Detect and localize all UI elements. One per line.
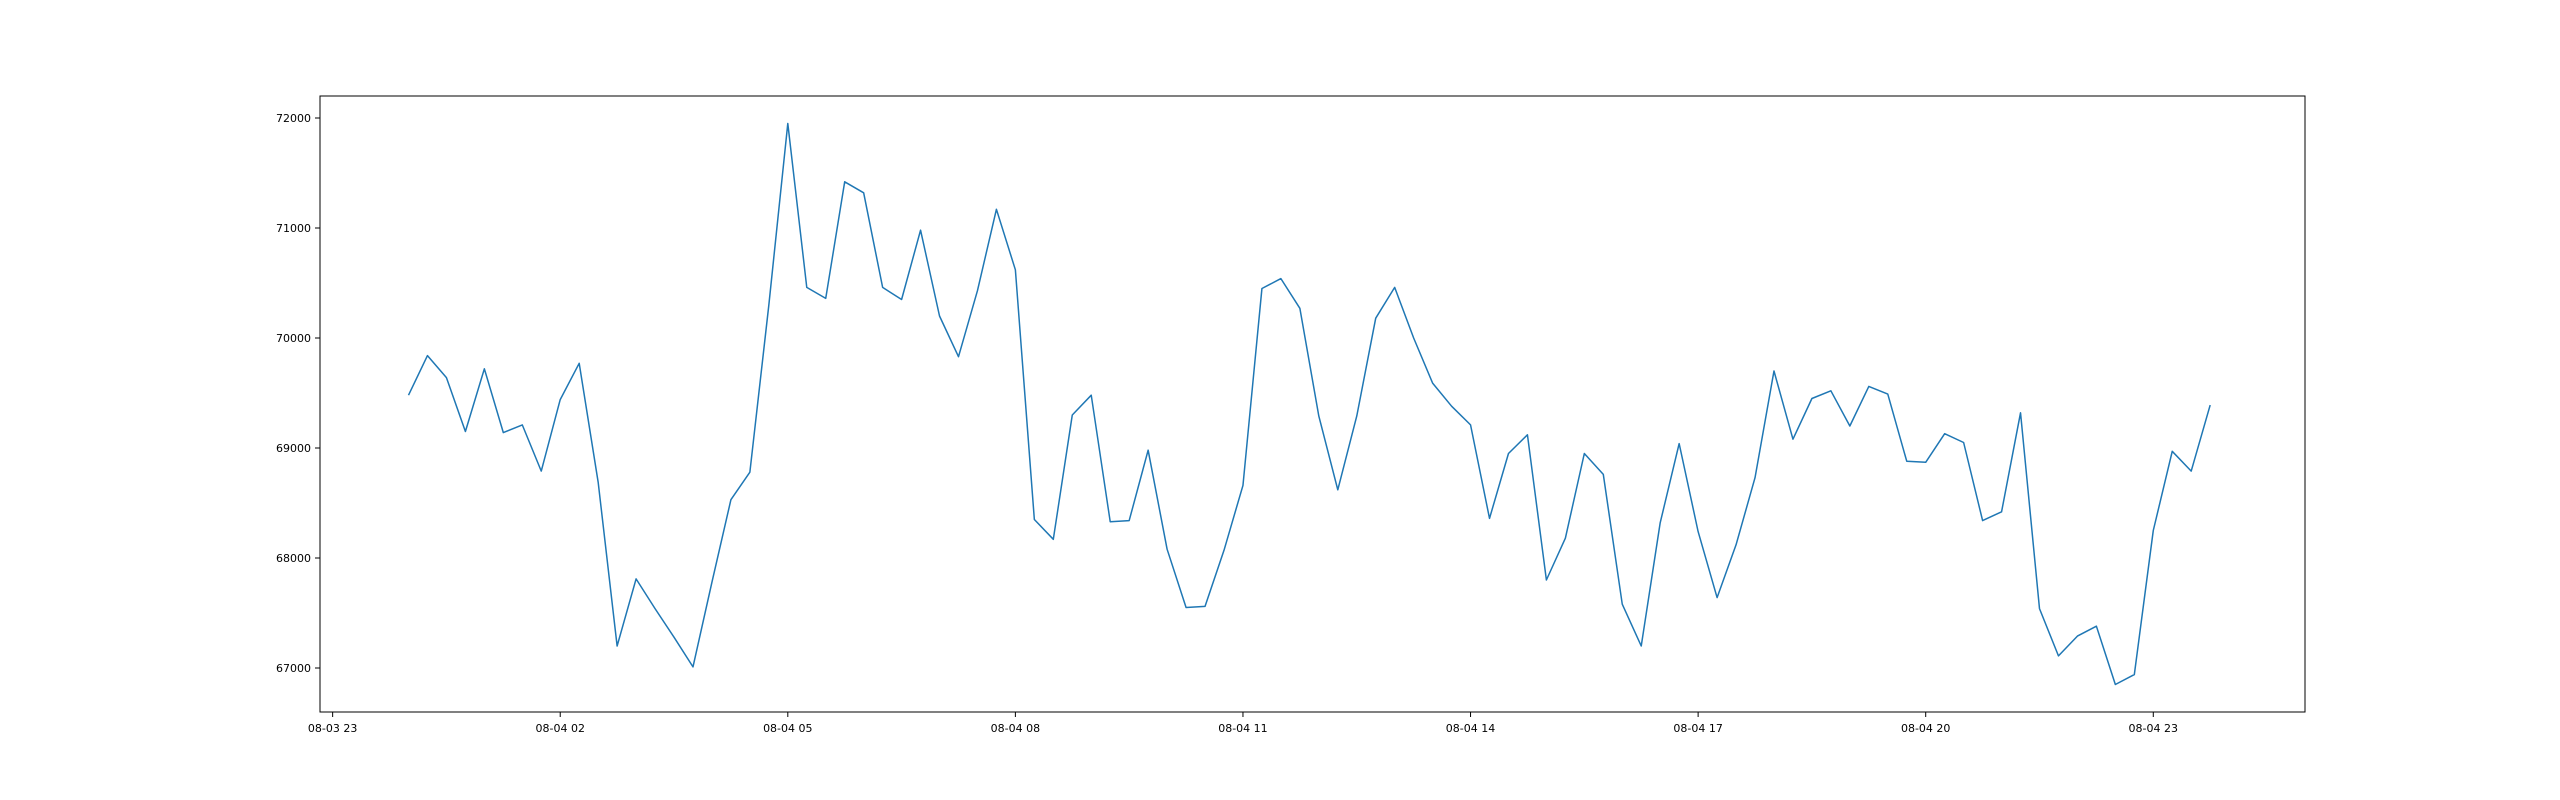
x-tick-label: 08-04 23	[2129, 722, 2178, 735]
y-tick-label: 70000	[276, 332, 311, 345]
x-tick-label: 08-04 14	[1446, 722, 1495, 735]
x-tick-label: 08-03 23	[308, 722, 357, 735]
x-tick-label: 08-04 20	[1901, 722, 1950, 735]
plot-area	[320, 96, 2305, 712]
x-tick-label: 08-04 11	[1218, 722, 1267, 735]
x-tick-label: 08-04 17	[1673, 722, 1722, 735]
y-axis: 67000 68000 69000 70000 71000 72000	[276, 112, 320, 675]
plot-frame	[319, 95, 2306, 713]
series-line	[407, 122, 2211, 686]
x-axis: 08-03 23 08-04 02 08-04 05 08-04 08 08-04 11…	[308, 712, 2178, 735]
x-tick-label: 08-04 08	[991, 722, 1040, 735]
y-tick-label: 68000	[276, 552, 311, 565]
y-tick-label: 72000	[276, 112, 311, 125]
y-tick-label: 69000	[276, 442, 311, 455]
series-layer	[407, 122, 2211, 686]
y-tick-label: 67000	[276, 662, 311, 675]
x-tick-label: 08-04 02	[535, 722, 584, 735]
y-tick-label: 71000	[276, 222, 311, 235]
x-tick-label: 08-04 05	[763, 722, 812, 735]
